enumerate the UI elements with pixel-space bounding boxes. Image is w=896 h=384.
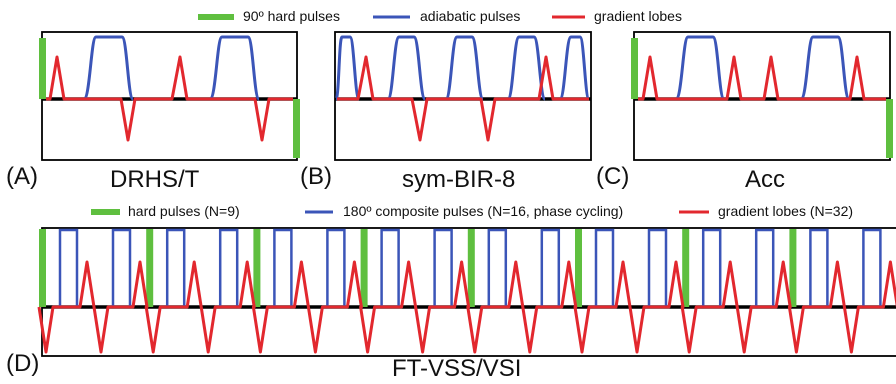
- panel-b-gradient-lobes: [337, 55, 589, 142]
- panel-d-hard-pulse: [360, 229, 368, 307]
- panel-a-frame: [41, 31, 298, 161]
- panel-a-gradient-lobes: [46, 55, 293, 142]
- panel-c-hard-pulse: [631, 38, 638, 99]
- legend-label-hard-pulses: 90º hard pulses: [243, 8, 340, 24]
- panel-b-frame: [334, 31, 592, 161]
- panel-d-letter: (D): [6, 350, 40, 377]
- legend-label-gradient-lobes: gradient lobes: [594, 8, 682, 24]
- panel-d-hard-pulse: [39, 229, 46, 307]
- panel-a-letter: (A): [6, 163, 38, 190]
- panel-b-adiabatic-pulse: [386, 35, 427, 101]
- panel-b-sequence: [334, 31, 592, 161]
- panel-a-sequence: [39, 31, 300, 161]
- panel-a-adiabatic-pulse: [208, 35, 261, 101]
- panel-d-hard-pulse: [789, 229, 797, 307]
- legend-label-composite-pulses: 180º composite pulses (N=16, phase cycli…: [343, 203, 624, 219]
- panel-b-letter: (B): [300, 163, 332, 190]
- panel-c-adiabatic-pulse: [674, 35, 726, 101]
- panel-c-gradient-lobes: [638, 55, 886, 101]
- panel-d-hard-pulse: [575, 229, 582, 307]
- panel-a-title: DRHS/T: [110, 166, 200, 193]
- panel-b-adiabatic-pulse: [444, 35, 485, 101]
- panel-c-title: Acc: [745, 166, 786, 193]
- panel-d-hard-pulse: [467, 229, 475, 307]
- legend-label-adiabatic-pulses: adiabatic pulses: [420, 8, 521, 24]
- panel-b-title: sym-BIR-8: [402, 166, 516, 193]
- panel-c-letter: (C): [596, 163, 630, 190]
- legend-label-gradient-lobes-n32: gradient lobes (N=32): [718, 203, 854, 219]
- panel-a-hard-pulse: [293, 99, 300, 158]
- panel-b-adiabatic-pulse: [334, 35, 361, 101]
- panel-d-composite-pulses: [58, 228, 882, 307]
- panel-a-hard-pulse: [39, 38, 46, 99]
- panel-d-hard-pulse: [253, 229, 261, 307]
- panel-b-adiabatic-pulse: [558, 35, 591, 101]
- panel-c-adiabatic-pulse: [799, 35, 851, 101]
- panel-d-title: FT-VSS/VSI: [392, 355, 522, 382]
- panel-d-hard-pulse: [682, 229, 690, 307]
- legend-label-hard-pulses-n9: hard pulses (N=9): [128, 203, 240, 219]
- panel-d-hard-pulse: [146, 229, 154, 307]
- panel-d-gradient-lobes: [37, 260, 896, 354]
- panel-d-sequence: [37, 227, 896, 357]
- panel-a-adiabatic-pulse: [82, 35, 135, 101]
- panel-c-sequence: [631, 31, 893, 161]
- panel-c-hard-pulse: [886, 99, 893, 158]
